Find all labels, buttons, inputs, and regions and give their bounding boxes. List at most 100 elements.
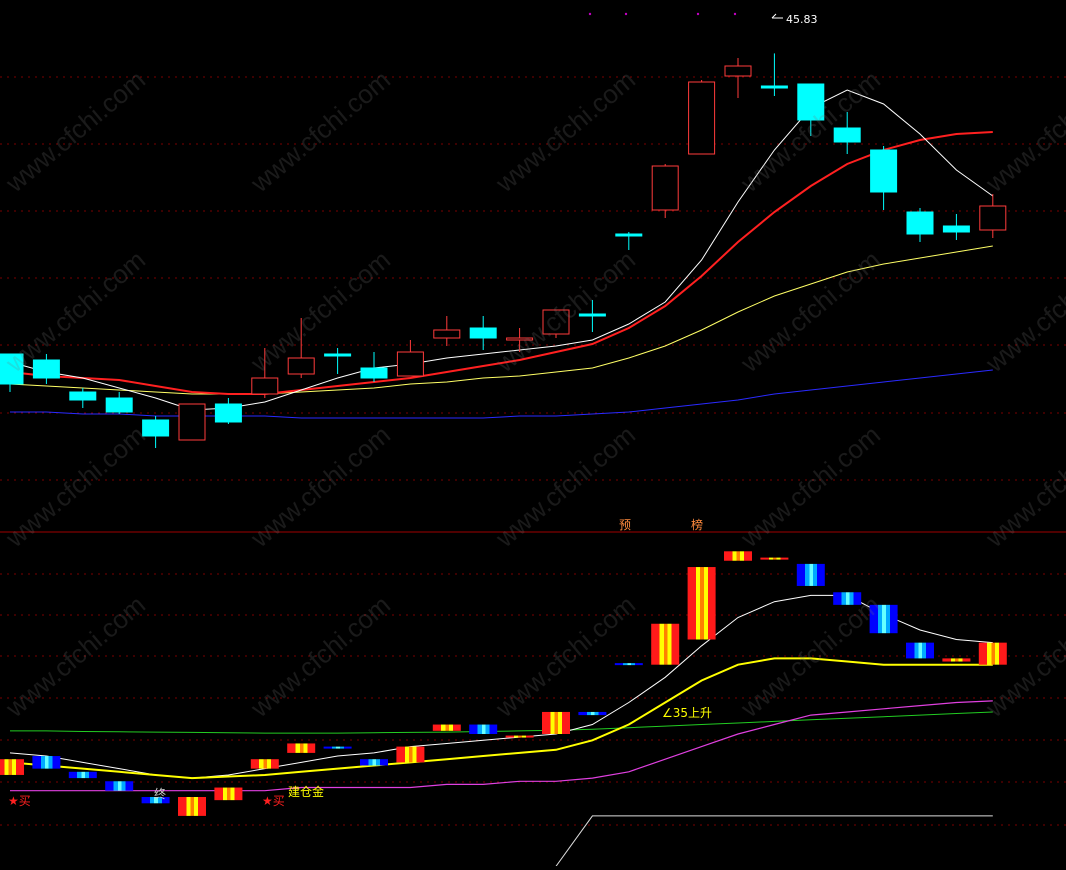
indicator-bar-25 (906, 642, 934, 659)
candle-25 (906, 208, 934, 242)
indicator-bar-8 (287, 743, 316, 753)
indicator-bar-0 (0, 759, 24, 775)
indicator-bar-6 (214, 787, 243, 801)
indicator-bar-4 (141, 797, 170, 804)
indicator-bar-7 (250, 759, 279, 769)
indicator-line-magenta (10, 700, 993, 792)
indicator-bar-20 (724, 551, 752, 561)
indicator-bar-14 (505, 735, 534, 738)
candle-body (797, 83, 825, 121)
signal-label-yu: 预 (619, 518, 632, 532)
high-price-label: 45.83 (786, 13, 818, 26)
candle-body (469, 327, 497, 339)
indicator-bar-22 (796, 563, 825, 586)
candle-body (942, 225, 970, 233)
candle-8 (287, 318, 315, 378)
top-dot-1 (624, 12, 628, 16)
candle-body (142, 419, 170, 437)
indicator-bar-13 (469, 724, 498, 734)
candle-body (760, 85, 788, 89)
candle-10 (360, 352, 388, 382)
candle-body (979, 205, 1007, 231)
indicator-bar-1 (32, 756, 61, 769)
candle-23 (833, 112, 861, 154)
candle-18 (651, 164, 679, 218)
candle-4 (142, 416, 170, 448)
indicator-bar-15 (542, 711, 570, 734)
indicator-bar-26 (942, 658, 971, 662)
candle-26 (942, 214, 970, 240)
candle-body (615, 233, 643, 237)
candle-22 (797, 83, 825, 136)
lower-indicator-lines (9, 594, 993, 870)
candle-body (578, 313, 606, 317)
candle-19 (688, 80, 716, 155)
candle-1 (32, 354, 60, 384)
indicator-bar-2 (68, 771, 97, 779)
candle-7 (251, 348, 279, 398)
candle-24 (870, 146, 898, 210)
candle-body (32, 359, 60, 379)
candle-13 (469, 316, 497, 350)
top-dot-3 (733, 12, 737, 16)
candle-12 (433, 316, 461, 346)
signal-label-bang: 榜 (691, 518, 704, 532)
indicator-bar-18 (651, 623, 680, 665)
indicator-bar-27 (978, 642, 1007, 665)
candle-body (69, 391, 97, 401)
indicator-bar-11 (396, 746, 425, 763)
ma-line-red (9, 131, 993, 395)
high-arrow-icon (771, 13, 783, 19)
ma-line-white (9, 89, 994, 411)
candle-body (178, 403, 206, 441)
candle-body (724, 65, 752, 77)
upper-ma-lines (9, 89, 994, 419)
indicator-bar-10 (360, 759, 388, 766)
candle-15 (542, 309, 570, 338)
candle-3 (105, 392, 133, 414)
lower-bar-series (0, 551, 1007, 816)
indicator-bar-17 (614, 663, 643, 666)
candle-body (433, 329, 461, 339)
candle-body (396, 351, 424, 377)
candle-body (833, 127, 861, 143)
candlestick-series (0, 53, 1007, 448)
candle-body (287, 357, 315, 375)
top-dot-2 (696, 12, 700, 16)
candle-17 (615, 232, 643, 250)
indicator-bar-19 (687, 567, 716, 640)
candle-16 (578, 300, 606, 332)
ma-line-blue (10, 369, 993, 419)
candle-5 (178, 403, 206, 441)
candle-14 (506, 328, 534, 352)
upper-grid (0, 76, 1066, 481)
angle-annotation: ∠35上升 (662, 706, 713, 720)
indicator-line-white (9, 594, 993, 779)
indicator-bar-12 (432, 724, 461, 731)
candle-body (360, 367, 388, 379)
buy-marker-left: ★买 (8, 794, 31, 808)
candle-body (324, 353, 352, 357)
candle-body (870, 149, 898, 193)
candle-body (906, 211, 934, 235)
indicator-bar-21 (760, 557, 789, 560)
candle-6 (214, 398, 242, 424)
indicator-bar-23 (833, 592, 862, 605)
candle-body (251, 377, 279, 395)
candle-body (506, 337, 534, 341)
indicator-line-yellow (9, 657, 993, 780)
candle-body (688, 81, 716, 155)
build-position-annotation: 建仓金 (288, 785, 325, 799)
candle-21 (760, 53, 788, 96)
candle-9 (324, 348, 352, 374)
candle-body (214, 403, 242, 423)
ma-line-yellow (9, 245, 993, 395)
candle-27 (979, 194, 1007, 238)
indicator-bar-16 (578, 711, 607, 716)
indicator-bar-24 (869, 604, 898, 634)
indicator-bar-3 (105, 781, 134, 791)
candle-11 (396, 340, 424, 377)
candle-20 (724, 58, 752, 98)
